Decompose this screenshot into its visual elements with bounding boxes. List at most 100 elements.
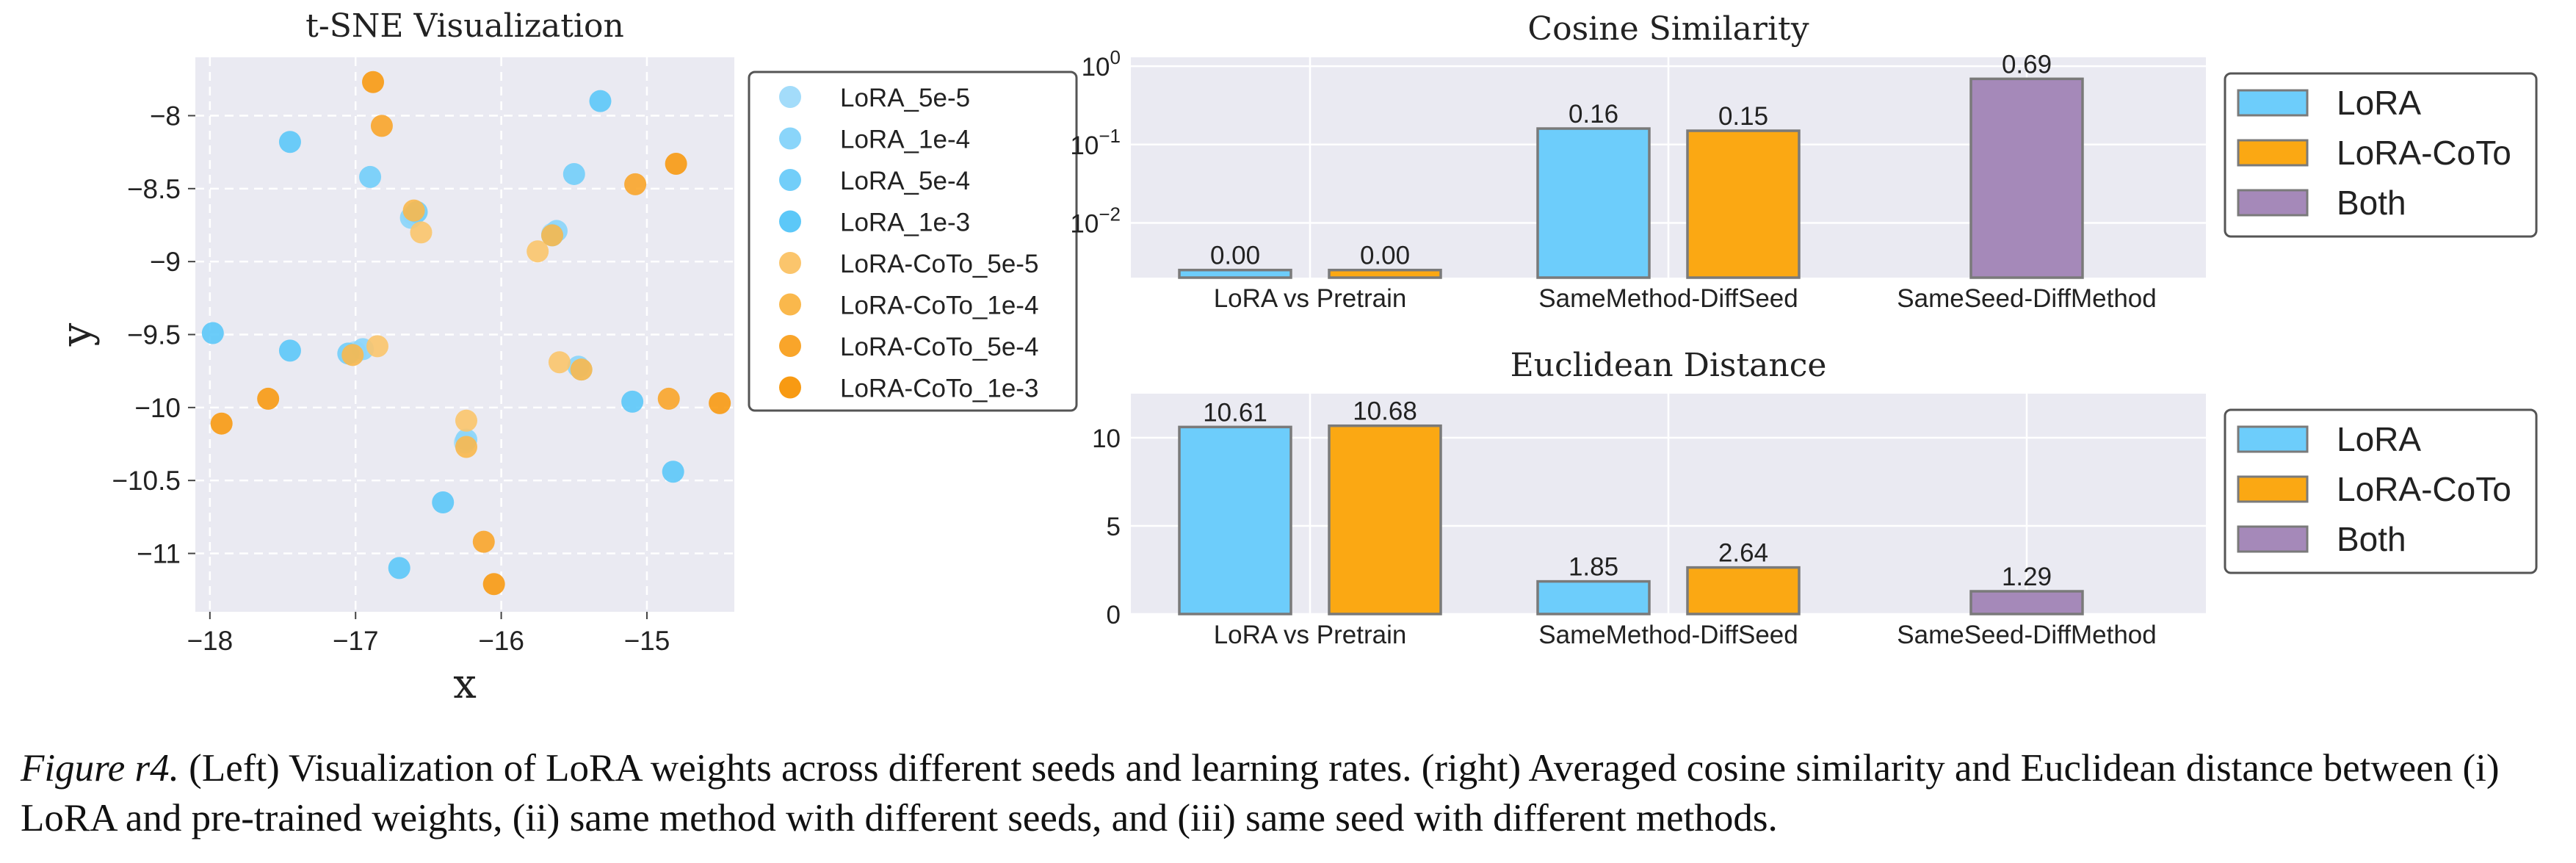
cosine-y-tick-label: 10−1 — [1070, 125, 1121, 160]
euclidean-bar-LoRA-CoTo — [1328, 424, 1442, 615]
tsne-point-LoRA_5e-4 — [562, 162, 585, 185]
euclidean-legend-label: Both — [2337, 520, 2406, 558]
cosine-x-tick-label: SameSeed-DiffMethod — [1897, 284, 2156, 313]
tsne-legend-label: LoRA_5e-5 — [840, 84, 970, 112]
cosine-y-tick-label: 100 — [1082, 46, 1121, 82]
tsne-legend-label: LoRA_5e-4 — [840, 167, 970, 195]
cosine-legend-swatch — [2237, 89, 2309, 117]
tsne-point-LoRA-CoTo_5e-5 — [527, 240, 549, 263]
tsne-point-LoRA_1e-3 — [662, 461, 684, 483]
tsne-legend: LoRA_5e-5 LoRA_1e-4 LoRA_5e-4 LoRA_1e-3 LoRA… — [748, 71, 1078, 412]
tsne-legend-marker — [779, 169, 801, 191]
cosine-bar-LoRA-CoTo — [1328, 268, 1442, 279]
tsne-point-LoRA-CoTo_5e-4 — [370, 115, 393, 137]
tsne-point-LoRA-CoTo_5e-5 — [455, 409, 477, 432]
tsne-point-LoRA_5e-4 — [359, 165, 382, 188]
tsne-point-LoRA-CoTo_5e-4 — [472, 530, 495, 553]
euclidean-bar-value-label: 10.68 — [1353, 397, 1417, 426]
cosine-bar-value-label: 0.15 — [1718, 102, 1768, 131]
tsne-x-tick-label: −18 — [187, 626, 233, 656]
euclidean-legend: LoRA LoRA-CoTo Both — [2224, 408, 2538, 574]
tsne-legend-marker — [779, 376, 801, 399]
tsne-point-LoRA-CoTo_1e-4 — [455, 436, 477, 458]
cosine-y-tick-label: 10−2 — [1070, 203, 1121, 238]
cosine-legend-label: LoRA-CoTo — [2337, 134, 2511, 172]
euclidean-bar-value-label: 1.85 — [1569, 553, 1618, 582]
cosine-bar-Both — [1969, 77, 2084, 279]
tsne-y-tick-label: −10 — [134, 393, 181, 423]
tsne-point-LoRA-CoTo_5e-4 — [657, 387, 680, 410]
euclidean-bar-LoRA-CoTo — [1686, 566, 1801, 615]
tsne-point-LoRA_1e-3 — [388, 557, 410, 579]
tsne-legend-label: LoRA-CoTo_5e-4 — [840, 333, 1038, 361]
euclidean-bar-LoRA — [1178, 425, 1292, 615]
tsne-point-LoRA-CoTo_1e-3 — [665, 153, 687, 176]
cosine-bar-value-label: 0.16 — [1569, 100, 1618, 129]
tsne-title: t-SNE Visualization — [305, 7, 624, 45]
euclidean-y-tick-label: 10 — [1092, 425, 1121, 453]
tsne-y-tick-label: −11 — [137, 539, 181, 569]
euclidean-legend-swatch — [2237, 425, 2309, 453]
tsne-point-LoRA-CoTo_1e-4 — [541, 224, 564, 247]
euclidean-bar-value-label: 2.64 — [1718, 539, 1768, 568]
cosine-bar-LoRA-CoTo — [1686, 129, 1801, 279]
figure: −18 −17 −16 −15 −8 −8.5 −9 −9.5 −10 −10.5 −11 t-SNE… — [53, 7, 2538, 708]
tsne-legend-frame — [748, 71, 1078, 412]
euclidean-legend-swatch — [2237, 475, 2309, 503]
cosine-legend-label: Both — [2337, 184, 2406, 222]
tsne-point-LoRA_1e-3 — [621, 390, 644, 413]
tsne-point-LoRA_1e-3 — [432, 491, 455, 513]
caption-label: Figure r4. — [21, 747, 179, 790]
cosine-legend-swatch — [2237, 189, 2309, 217]
tsne-point-LoRA_1e-3 — [589, 90, 612, 112]
tsne-legend-marker — [779, 252, 801, 274]
euclidean-legend-label: LoRA-CoTo — [2337, 470, 2511, 508]
euclidean-x-tick-label: SameMethod-DiffSeed — [1538, 621, 1798, 649]
tsne-legend-label: LoRA-CoTo_1e-3 — [840, 375, 1038, 403]
euclidean-bar-value-label: 10.61 — [1203, 398, 1267, 427]
tsne-point-LoRA-CoTo_1e-3 — [257, 387, 280, 410]
tsne-y-tick-label: −8.5 — [127, 174, 181, 204]
cosine-bar-value-label: 0.00 — [1360, 242, 1410, 270]
tsne-point-LoRA-CoTo_1e-4 — [341, 344, 364, 366]
tsne-point-LoRA-CoTo_1e-3 — [482, 573, 505, 596]
cosine-title: Cosine Similarity — [1527, 10, 1809, 48]
tsne-y-tick-label: −10.5 — [112, 466, 181, 496]
tsne-legend-label: LoRA_1e-3 — [840, 209, 970, 237]
tsne-legend-marker — [779, 335, 801, 357]
euclidean-bar-value-label: 1.29 — [2002, 563, 2052, 591]
tsne-x-tick-label: −15 — [624, 626, 670, 656]
cosine-bar-value-label: 0.00 — [1210, 242, 1260, 270]
tsne-y-tick-label: −8 — [150, 101, 181, 131]
tsne-point-LoRA_1e-3 — [278, 339, 301, 362]
tsne-point-LoRA-CoTo_1e-4 — [402, 199, 425, 222]
tsne-point-LoRA-CoTo_1e-4 — [570, 358, 593, 381]
tsne-y-tick-label: −9.5 — [127, 320, 181, 350]
tsne-point-LoRA-CoTo_1e-3 — [362, 71, 385, 93]
cosine-bar-value-label: 0.69 — [2002, 50, 2052, 79]
euclidean-y-tick-label: 5 — [1107, 513, 1121, 541]
euclidean-bar-Both — [1969, 590, 2084, 615]
cosine-bar-LoRA — [1536, 127, 1651, 279]
euclidean-panel: 0 5 10 10.61 10.68 LoRA vs Pretrain 1.85 2.64 Sa… — [1092, 347, 2538, 649]
cosine-legend-swatch — [2237, 139, 2309, 167]
euclidean-x-tick-label: LoRA vs Pretrain — [1214, 621, 1407, 649]
tsne-legend-marker — [779, 86, 801, 108]
tsne-point-LoRA-CoTo_1e-3 — [210, 412, 233, 435]
tsne-point-LoRA-CoTo_1e-3 — [709, 391, 731, 414]
euclidean-x-tick-label: SameSeed-DiffMethod — [1897, 621, 2156, 649]
tsne-legend-label: LoRA-CoTo_1e-4 — [840, 292, 1038, 320]
tsne-x-tick-label: −17 — [333, 626, 379, 656]
cosine-legend: LoRA LoRA-CoTo Both — [2224, 72, 2538, 238]
tsne-point-LoRA-CoTo_5e-5 — [366, 335, 388, 358]
tsne-y-tick-label: −9 — [150, 247, 181, 277]
tsne-x-axis-label: x — [453, 660, 477, 708]
tsne-x-tick-label: −16 — [478, 626, 524, 656]
tsne-point-LoRA-CoTo_5e-5 — [548, 351, 571, 374]
tsne-legend-marker — [779, 127, 801, 150]
tsne-point-LoRA-CoTo_5e-5 — [410, 221, 433, 244]
euclidean-title: Euclidean Distance — [1510, 347, 1827, 384]
tsne-point-LoRA-CoTo_5e-4 — [624, 173, 647, 195]
cosine-x-tick-label: SameMethod-DiffSeed — [1538, 284, 1798, 313]
euclidean-y-tick-label: 0 — [1107, 601, 1121, 629]
